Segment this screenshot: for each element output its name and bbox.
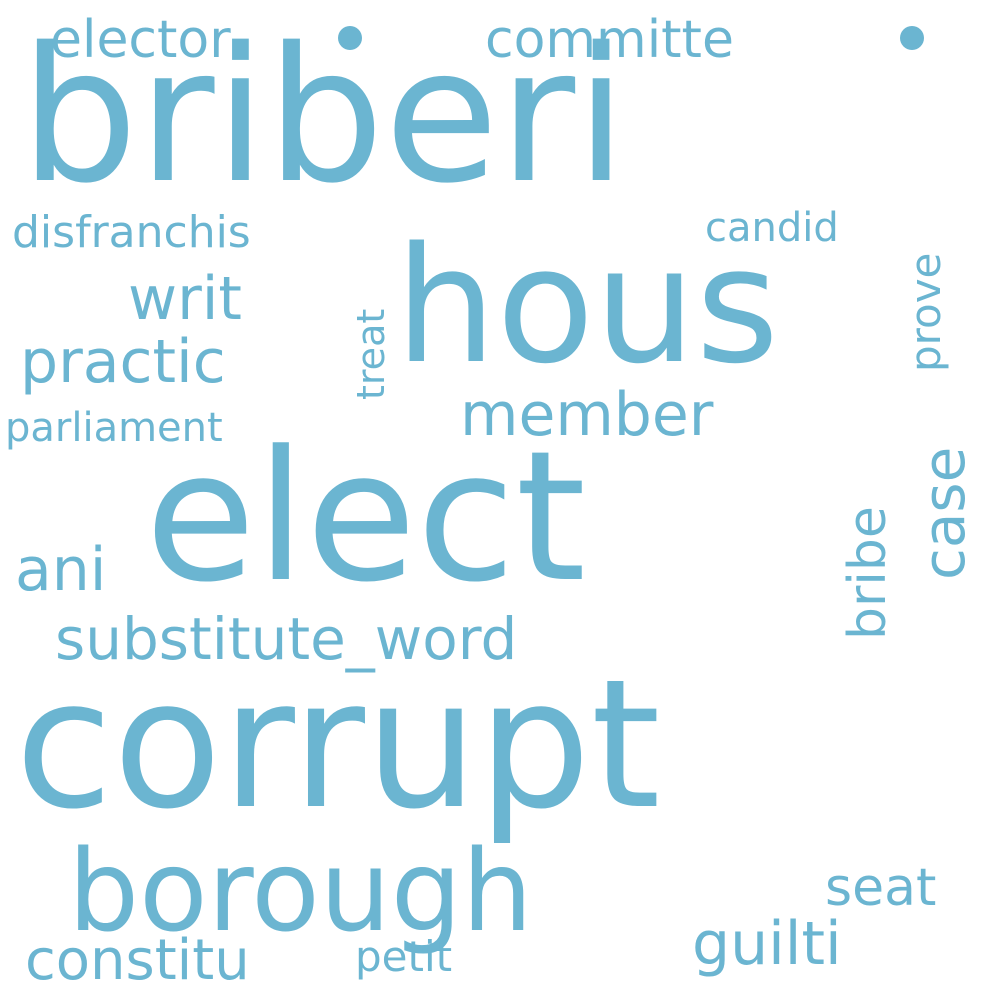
word-elect: elect (145, 412, 587, 622)
dot-mark (338, 26, 362, 50)
word-writ: writ (128, 264, 242, 335)
word-substitute-word: substitute_word (55, 605, 518, 674)
word-bribe: bribe (838, 506, 898, 640)
word-case: case (910, 446, 978, 580)
word-elector: elector (50, 9, 231, 70)
word-candid: candid (705, 204, 839, 251)
word-hous: hous (395, 212, 780, 400)
word-committe: committe (485, 9, 734, 70)
word-ani: ani (15, 535, 107, 606)
word-guilti: guilti (692, 909, 842, 980)
word-practic: practic (20, 327, 226, 398)
word-prove: prove (901, 252, 950, 372)
word-briberi: briberi (20, 7, 627, 225)
word-petit: petit (355, 931, 453, 981)
dot-mark (900, 26, 924, 50)
word-parliament: parliament (5, 404, 223, 451)
word-treat: treat (349, 308, 393, 400)
word-borough: borough (68, 826, 533, 957)
word-member: member (460, 380, 714, 451)
word-disfranchis: disfranchis (12, 207, 251, 259)
word-seat: seat (825, 857, 937, 918)
word-constitu: constitu (25, 927, 250, 993)
word-corrupt: corrupt (15, 641, 661, 849)
